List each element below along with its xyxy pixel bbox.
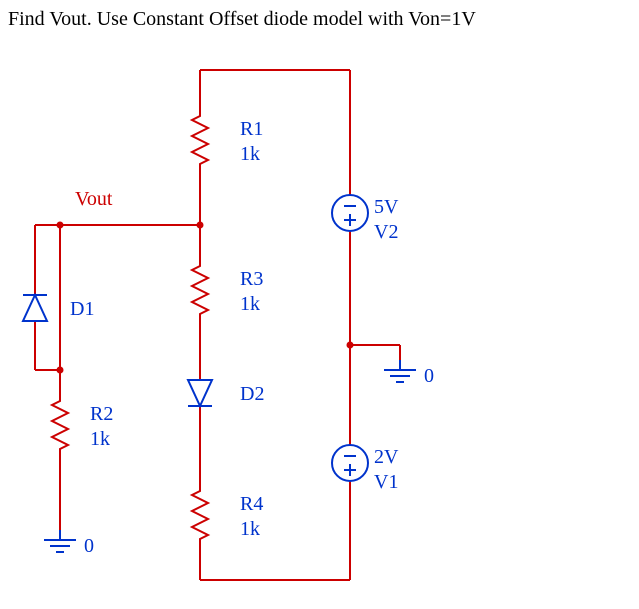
ground-left	[44, 530, 76, 552]
circuit-schematic: 5V V2 0 2V V1 R1 1k R3 1k D2 R4 1k Vout D1 R2 1k 0	[0, 0, 639, 604]
ground-right-label: 0	[424, 365, 434, 387]
r2-value-label: 1k	[90, 428, 110, 450]
r1-name-label: R1	[240, 118, 263, 140]
diode-d2	[188, 380, 212, 406]
ground-right	[384, 360, 416, 382]
resistor-r1	[192, 110, 208, 170]
diode-d1	[23, 295, 47, 321]
r4-name-label: R4	[240, 493, 263, 515]
figure-canvas: Find Vout. Use Constant Offset diode mod…	[0, 0, 639, 604]
voltage-source-v1	[332, 445, 368, 481]
v1-name-label: V1	[374, 471, 398, 493]
r2-name-label: R2	[90, 403, 113, 425]
vout-label: Vout	[75, 188, 113, 210]
r1-value-label: 1k	[240, 143, 260, 165]
problem-prompt: Find Vout. Use Constant Offset diode mod…	[8, 8, 476, 31]
voltage-source-v2	[332, 195, 368, 231]
resistor-r4	[192, 485, 208, 545]
resistor-r2	[52, 395, 68, 455]
ground-left-label: 0	[84, 535, 94, 557]
resistor-r3	[192, 260, 208, 320]
r3-value-label: 1k	[240, 293, 260, 315]
v1-value-label: 2V	[374, 446, 399, 468]
r3-name-label: R3	[240, 268, 263, 290]
d1-name-label: D1	[70, 298, 94, 320]
d2-name-label: D2	[240, 383, 264, 405]
prompt-text: Find Vout. Use Constant Offset diode mod…	[8, 8, 476, 30]
v2-value-label: 5V	[374, 196, 399, 218]
r4-value-label: 1k	[240, 518, 260, 540]
v2-name-label: V2	[374, 221, 398, 243]
